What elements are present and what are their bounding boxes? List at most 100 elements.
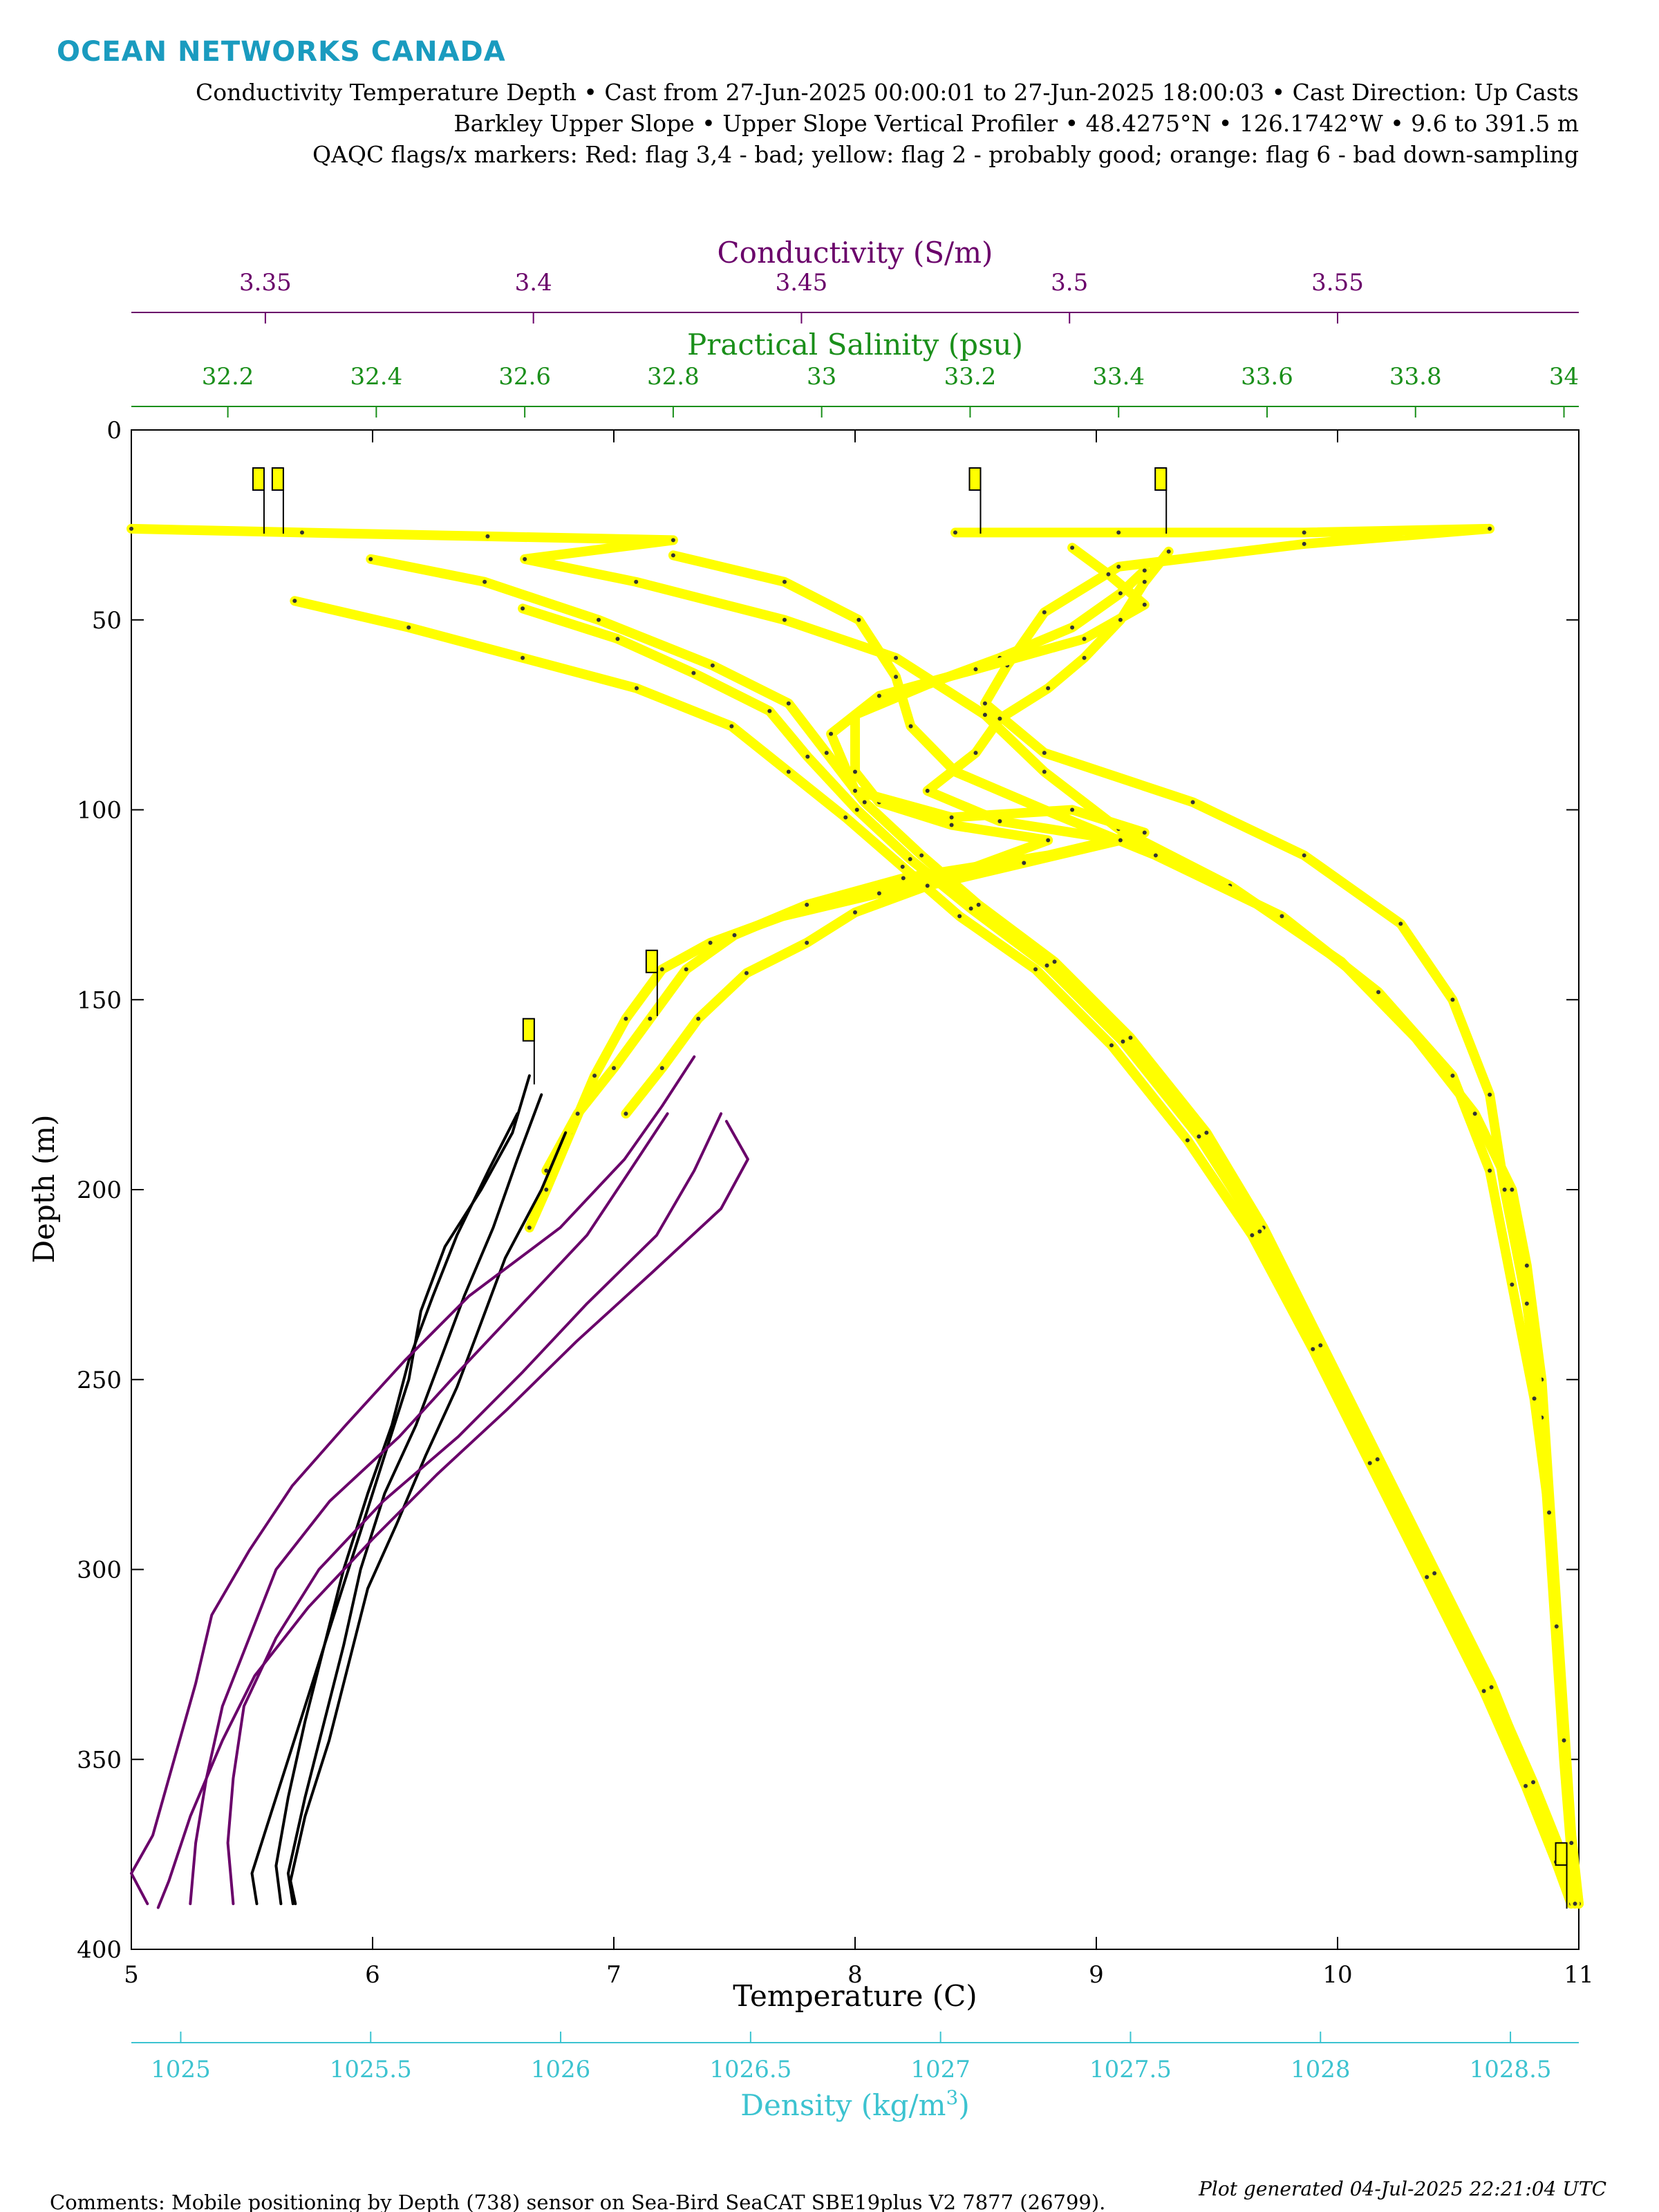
qaqc-x-marker bbox=[1070, 807, 1075, 812]
density-tick-label: 1025.5 bbox=[330, 2056, 412, 2083]
qaqc-x-marker bbox=[597, 617, 601, 622]
qaqc-x-marker bbox=[521, 655, 525, 660]
qaqc-x-marker bbox=[767, 709, 772, 713]
qaqc-x-marker bbox=[1052, 959, 1057, 964]
qaqc-x-marker bbox=[659, 967, 664, 972]
qaqc-x-marker bbox=[1532, 1396, 1537, 1401]
qaqc-x-marker bbox=[624, 1112, 628, 1116]
qaqc-x-marker bbox=[634, 686, 639, 691]
qaqc-x-marker bbox=[544, 1168, 549, 1173]
qaqc-x-marker bbox=[1531, 1780, 1536, 1785]
qaqc-x-marker bbox=[1488, 1092, 1492, 1097]
conductivity-axis-label: Conductivity (S/m) bbox=[718, 236, 993, 270]
density-tick-label: 1027.5 bbox=[1089, 2056, 1172, 2083]
qaqc-x-marker bbox=[1042, 769, 1047, 774]
qaqc-x-marker bbox=[1488, 526, 1492, 531]
qaqc-x-marker bbox=[900, 864, 905, 869]
conductivity-tick-label: 3.45 bbox=[776, 269, 828, 297]
qaqc-x-marker bbox=[853, 910, 857, 915]
depth-tick-label: 350 bbox=[77, 1746, 122, 1774]
qaqc-x-marker bbox=[684, 967, 688, 972]
qaqc-x-marker bbox=[1257, 1229, 1262, 1234]
depth-tick-label: 250 bbox=[77, 1367, 122, 1394]
conductivity-profile-line bbox=[189, 1112, 669, 1906]
conductivity-profile-line bbox=[156, 1120, 749, 1909]
conductivity-tick-label: 3.55 bbox=[1311, 269, 1364, 297]
qaqc-flag bbox=[645, 949, 658, 973]
qaqc-x-marker bbox=[1375, 1457, 1380, 1462]
salinity-tick-label: 33 bbox=[807, 363, 836, 391]
qaqc-x-marker bbox=[1280, 914, 1284, 919]
qaqc-x-marker bbox=[1042, 751, 1047, 756]
plot-generated-timestamp: Plot generated 04-Jul-2025 22:21:04 UTC bbox=[1198, 2177, 1606, 2200]
qaqc-x-marker bbox=[299, 530, 304, 535]
qaqc-x-marker bbox=[1116, 530, 1121, 535]
qaqc-x-marker bbox=[1070, 625, 1075, 630]
qaqc-x-marker bbox=[1425, 1575, 1430, 1580]
qaqc-x-marker bbox=[292, 599, 297, 603]
conductivity-profile-line bbox=[130, 1055, 696, 1906]
temperature-profile-line bbox=[286, 1093, 543, 1906]
qaqc-x-marker bbox=[1318, 1343, 1323, 1348]
qaqc-x-marker bbox=[1142, 579, 1147, 584]
qaqc-x-marker bbox=[1153, 853, 1158, 858]
qaqc-x-marker bbox=[908, 724, 913, 729]
salinity-tick-label: 33.6 bbox=[1241, 363, 1293, 391]
qaqc-x-marker bbox=[862, 800, 867, 805]
qaqc-x-marker bbox=[829, 731, 834, 736]
qaqc-x-marker bbox=[908, 856, 912, 861]
density-label-end: ) bbox=[958, 2088, 969, 2122]
brand-logo: OCEAN NETWORKS CANADA bbox=[57, 36, 506, 68]
qaqc-x-marker bbox=[544, 1188, 549, 1192]
qaqc-x-marker bbox=[485, 534, 490, 538]
qaqc-x-marker bbox=[634, 579, 639, 584]
density-tick-label: 1026.5 bbox=[709, 2056, 791, 2083]
qaqc-x-marker bbox=[744, 971, 749, 975]
qaqc-x-marker bbox=[786, 769, 791, 774]
qaqc-x-marker bbox=[1116, 564, 1121, 569]
qaqc-x-marker bbox=[824, 751, 829, 756]
qaqc-x-marker bbox=[1376, 990, 1381, 995]
salinity-tick-label: 34 bbox=[1549, 363, 1579, 391]
salinity-tick-label: 32.2 bbox=[202, 363, 254, 391]
qaqc-flag bbox=[252, 467, 265, 491]
qaqc-x-marker bbox=[1109, 1043, 1114, 1048]
qaqc-x-marker bbox=[1082, 655, 1087, 660]
qaqc-x-marker bbox=[1118, 617, 1123, 622]
footer-comments: Comments: Mobile positioning by Depth (7… bbox=[50, 2191, 1105, 2212]
depth-axis: Depth (m) 0 50 100 150 200 250 300 350 400 bbox=[27, 417, 1579, 1964]
qaqc-x-marker bbox=[877, 891, 881, 896]
temperature-axis-label: Temperature (C) bbox=[733, 1979, 977, 2013]
qaqc-x-marker bbox=[575, 1112, 580, 1116]
qaqc-x-marker bbox=[968, 906, 973, 911]
qaqc-x-marker bbox=[1070, 545, 1075, 550]
salinity-tick-label: 33.2 bbox=[944, 363, 997, 391]
qaqc-x-marker bbox=[982, 701, 987, 706]
density-tick-label: 1028.5 bbox=[1470, 2056, 1552, 2083]
qaqc-x-marker bbox=[1197, 1134, 1201, 1139]
qaqc-x-marker bbox=[805, 754, 810, 759]
density-axis-label: Density (kg/m3) bbox=[740, 2086, 969, 2122]
qaqc-x-marker bbox=[1204, 1130, 1209, 1135]
qaqc-x-marker bbox=[1046, 838, 1051, 843]
depth-tick-label: 0 bbox=[106, 417, 122, 444]
qaqc-x-marker bbox=[853, 789, 857, 794]
salinity-tick-label: 32.6 bbox=[498, 363, 551, 391]
qaqc-x-marker bbox=[615, 637, 620, 641]
depth-tick-label: 300 bbox=[77, 1557, 122, 1584]
qaqc-x-marker bbox=[1118, 838, 1123, 843]
density-tick-label: 1027 bbox=[910, 2056, 971, 2083]
qaqc-x-marker bbox=[1432, 1571, 1437, 1575]
qaqc-flag bbox=[1154, 467, 1168, 491]
flagged-temperature-profile-line bbox=[541, 543, 1150, 1176]
qaqc-flag bbox=[968, 467, 982, 491]
qaqc-x-marker bbox=[1302, 541, 1306, 546]
qaqc-x-marker bbox=[691, 671, 696, 675]
qaqc-x-marker bbox=[1033, 967, 1038, 972]
qaqc-x-marker bbox=[1106, 572, 1111, 577]
depth-tick-label: 150 bbox=[77, 986, 122, 1014]
qaqc-x-marker bbox=[129, 526, 133, 531]
qaqc-x-marker bbox=[782, 617, 787, 622]
density-tick-label: 1025 bbox=[151, 2056, 211, 2083]
